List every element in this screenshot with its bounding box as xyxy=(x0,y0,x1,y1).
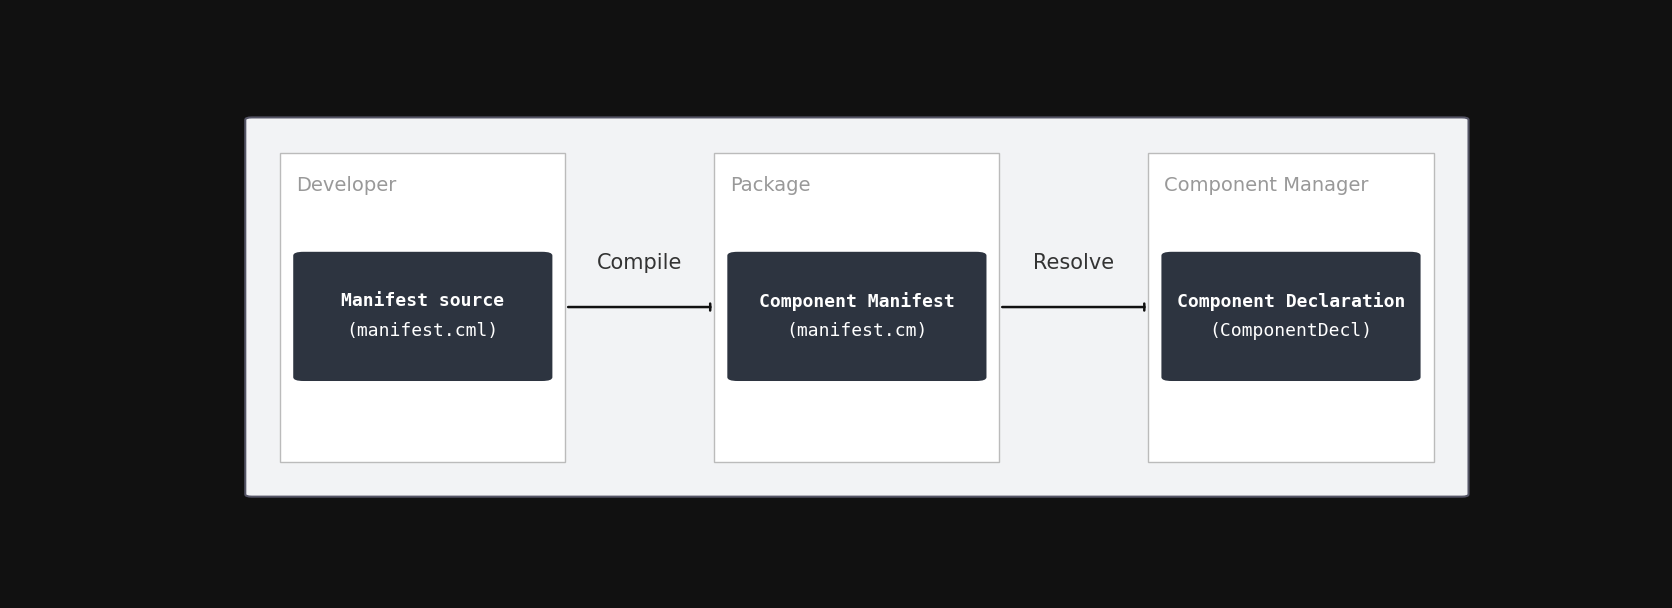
Text: Component Manifest: Component Manifest xyxy=(759,292,955,311)
Text: Package: Package xyxy=(731,176,811,195)
Text: (manifest.cml): (manifest.cml) xyxy=(346,322,498,340)
Text: (manifest.cm): (manifest.cm) xyxy=(786,322,928,340)
FancyBboxPatch shape xyxy=(714,153,1000,461)
Text: Compile: Compile xyxy=(597,252,682,272)
Text: Component Declaration: Component Declaration xyxy=(1177,292,1404,311)
FancyBboxPatch shape xyxy=(281,153,565,461)
FancyBboxPatch shape xyxy=(246,117,1468,497)
FancyBboxPatch shape xyxy=(1162,252,1421,381)
Text: Manifest source: Manifest source xyxy=(341,292,505,311)
FancyBboxPatch shape xyxy=(1149,153,1433,461)
Text: Component Manager: Component Manager xyxy=(1164,176,1368,195)
Text: Resolve: Resolve xyxy=(1033,252,1115,272)
FancyBboxPatch shape xyxy=(727,252,986,381)
Text: (ComponentDecl): (ComponentDecl) xyxy=(1209,322,1373,340)
FancyBboxPatch shape xyxy=(293,252,552,381)
Text: Developer: Developer xyxy=(296,176,396,195)
